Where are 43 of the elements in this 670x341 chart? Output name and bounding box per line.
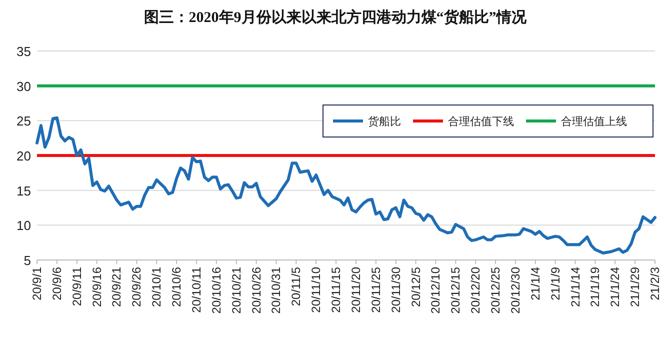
x-tick-label: 20/10/11 [189, 266, 204, 313]
chart-title: 图三：2020年9月份以来以来北方四港动力煤“货船比”情况 [144, 8, 528, 26]
x-tick-label: 20/12/25 [488, 266, 503, 314]
x-tick-label: 20/11/15 [329, 266, 344, 313]
y-tick-label: 30 [16, 78, 31, 94]
x-tick-label: 20/10/26 [249, 266, 264, 314]
x-tick-label: 21/1/29 [628, 266, 642, 308]
legend-label: 货船比 [368, 115, 401, 128]
y-tick-label: 15 [16, 183, 31, 198]
x-tick-label: 20/12/15 [448, 266, 463, 314]
y-tick-label: 5 [24, 253, 31, 268]
x-tick-label: 20/10/6 [170, 266, 184, 308]
x-tick-label: 20/10/31 [269, 266, 284, 314]
x-tick-label: 20/12/30 [508, 266, 522, 314]
x-tick-label: 20/12/5 [408, 266, 423, 308]
x-tick-label: 20/9/26 [130, 266, 144, 308]
x-tick-label: 20/12/20 [468, 266, 483, 314]
legend-label: 合理估值下线 [448, 115, 514, 128]
x-tick-label: 21/1/14 [568, 266, 582, 308]
x-tick-label: 21/1/9 [548, 266, 562, 300]
y-tick-label: 10 [16, 218, 31, 234]
x-tick-label: 20/11/5 [289, 266, 304, 306]
x-tick-label: 21/1/4 [528, 266, 542, 300]
x-tick-label: 20/11/20 [348, 266, 363, 313]
y-tick-label: 35 [16, 44, 31, 59]
x-tick-label: 20/10/16 [209, 266, 224, 314]
x-tick-label: 21/2/3 [648, 266, 662, 300]
x-tick-label: 20/11/30 [388, 266, 403, 313]
x-tick-label: 20/9/1 [30, 266, 44, 300]
x-tick-label: 20/10/1 [150, 266, 164, 308]
x-tick-label: 21/1/19 [588, 266, 602, 308]
x-tick-label: 20/9/11 [70, 266, 84, 306]
x-tick-label: 20/9/6 [50, 266, 64, 300]
legend-label: 合理估值上线 [561, 115, 627, 128]
x-tick-label: 21/1/24 [608, 266, 622, 308]
x-tick-label: 20/10/21 [229, 266, 244, 314]
y-tick-label: 25 [16, 114, 31, 129]
x-tick-label: 20/9/21 [110, 266, 124, 308]
x-tick-label: 20/12/10 [428, 266, 443, 314]
x-tick-label: 20/9/16 [90, 266, 104, 308]
x-tick-label: 20/11/25 [368, 266, 383, 313]
y-tick-label: 20 [16, 148, 31, 164]
x-tick-label: 20/11/10 [309, 266, 324, 313]
